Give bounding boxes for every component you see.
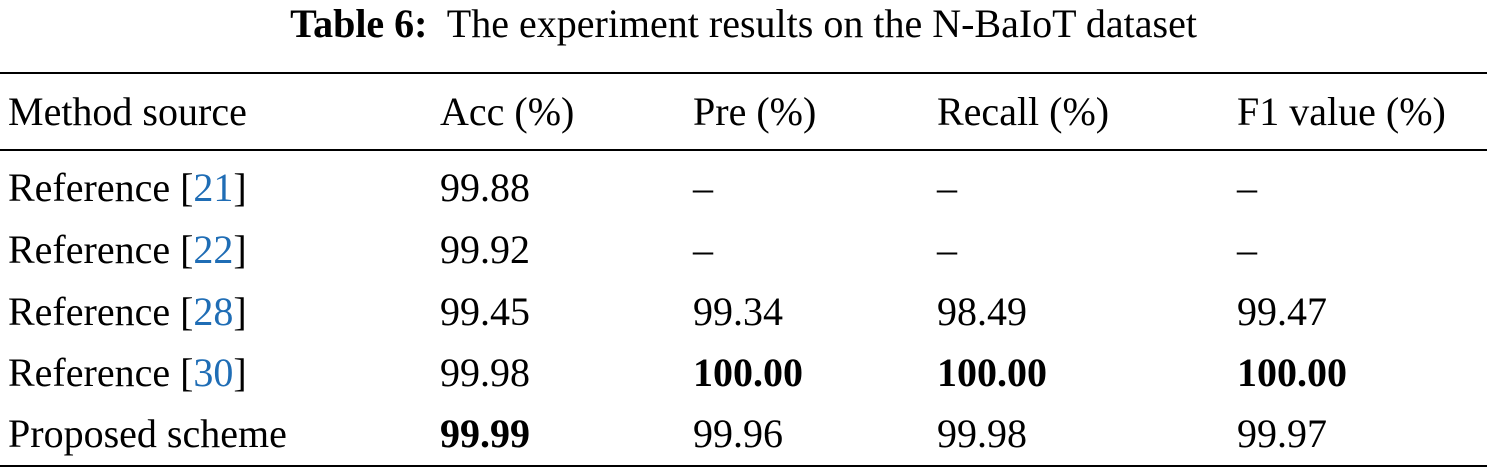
top-rule — [0, 72, 1487, 74]
method-text: Reference [ — [8, 289, 194, 334]
value-text: – — [693, 227, 713, 272]
header-cell: Method source — [8, 89, 247, 134]
method-cell: Proposed scheme — [8, 412, 287, 456]
value-text: – — [937, 227, 957, 272]
value-text: 99.98 — [937, 411, 1027, 456]
value-text: 100.00 — [1237, 350, 1347, 395]
header-cell: Acc (%) — [440, 89, 575, 134]
value-cell: 99.34 — [693, 290, 783, 334]
value-cell: – — [1237, 166, 1257, 210]
value-text: 99.34 — [693, 289, 783, 334]
value-text: 99.99 — [440, 411, 530, 456]
value-cell: 99.88 — [440, 166, 530, 210]
bracket: ] — [233, 350, 247, 395]
bracket: ] — [233, 289, 247, 334]
value-text: 99.96 — [693, 411, 783, 456]
value-cell: – — [1237, 228, 1257, 272]
value-cell: 100.00 — [693, 351, 803, 395]
caption-label: Table 6: — [290, 1, 428, 46]
value-cell: 99.98 — [937, 412, 1027, 456]
value-text: – — [693, 165, 713, 210]
reference-link[interactable]: 22 — [193, 227, 234, 272]
mid-rule — [0, 149, 1487, 151]
value-cell: – — [937, 228, 957, 272]
value-text: 99.98 — [440, 350, 530, 395]
caption: Table 6: The experiment results on the N… — [0, 2, 1487, 46]
value-text: 99.92 — [440, 227, 530, 272]
caption-title: The experiment results on the N-BaIoT da… — [446, 1, 1197, 46]
value-text: 99.97 — [1237, 411, 1327, 456]
header-cell: Recall (%) — [937, 89, 1110, 134]
value-cell: – — [693, 228, 713, 272]
method-cell: Reference [21] — [8, 166, 247, 210]
method-cell: Reference [22] — [8, 228, 247, 272]
method-text: Reference [ — [8, 165, 194, 210]
value-cell: 99.98 — [440, 351, 530, 395]
value-text: 98.49 — [937, 289, 1027, 334]
value-cell: 99.99 — [440, 412, 530, 456]
value-text: – — [937, 165, 957, 210]
value-text: 99.88 — [440, 165, 530, 210]
value-cell: 100.00 — [937, 351, 1047, 395]
reference-link[interactable]: 30 — [193, 350, 234, 395]
value-cell: 99.92 — [440, 228, 530, 272]
value-cell: 99.45 — [440, 290, 530, 334]
method-cell: Reference [28] — [8, 290, 247, 334]
value-text: – — [1237, 227, 1257, 272]
method-text: Proposed scheme — [8, 411, 287, 456]
bottom-rule — [0, 465, 1487, 467]
value-cell: 99.47 — [1237, 290, 1327, 334]
value-text: 99.45 — [440, 289, 530, 334]
value-cell: 98.49 — [937, 290, 1027, 334]
bracket: ] — [233, 227, 247, 272]
reference-link[interactable]: 21 — [193, 165, 234, 210]
method-text: Reference [ — [8, 227, 194, 272]
header-cell: F1 value (%) — [1237, 89, 1446, 134]
value-text: 100.00 — [693, 350, 803, 395]
value-cell: 99.97 — [1237, 412, 1327, 456]
value-text: 100.00 — [937, 350, 1047, 395]
bracket: ] — [233, 165, 247, 210]
value-cell: – — [937, 166, 957, 210]
reference-link[interactable]: 28 — [193, 289, 234, 334]
value-cell: 99.96 — [693, 412, 783, 456]
value-text: – — [1237, 165, 1257, 210]
value-text: 99.47 — [1237, 289, 1327, 334]
header-cell: Pre (%) — [693, 89, 817, 134]
value-cell: – — [693, 166, 713, 210]
method-text: Reference [ — [8, 350, 194, 395]
method-cell: Reference [30] — [8, 351, 247, 395]
value-cell: 100.00 — [1237, 351, 1347, 395]
